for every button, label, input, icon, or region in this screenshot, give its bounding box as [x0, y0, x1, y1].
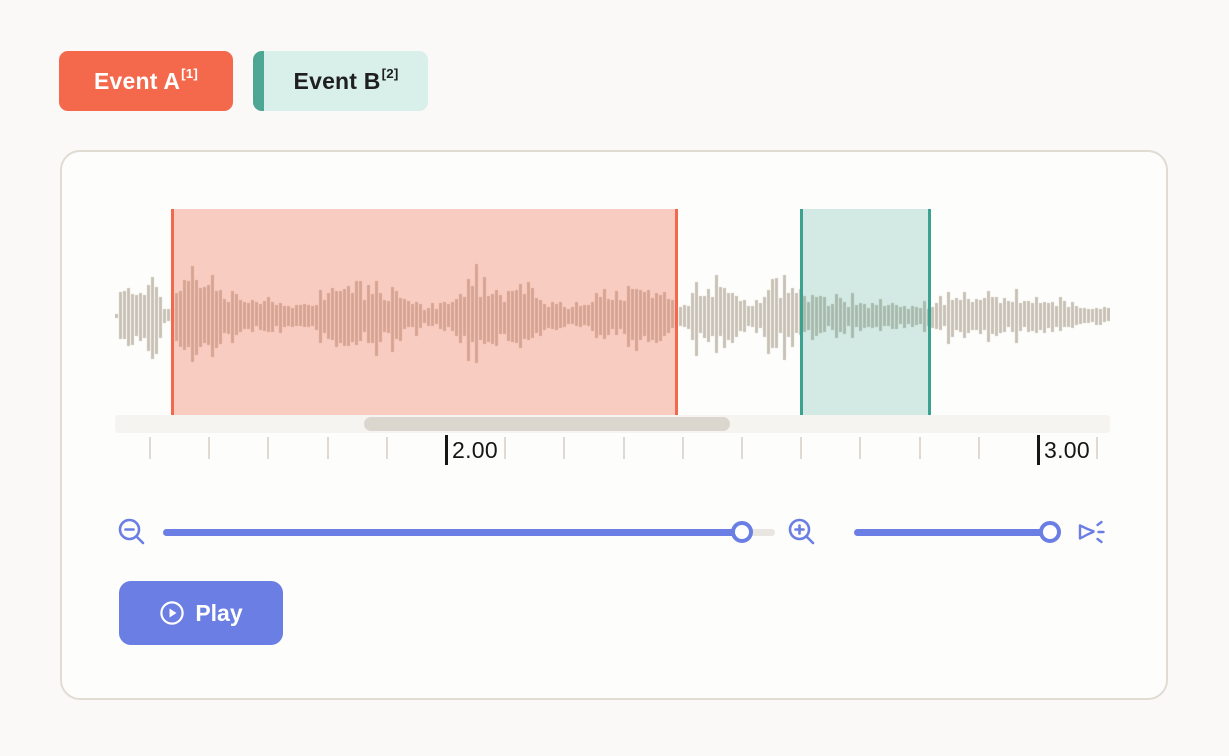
event-a-chip[interactable]: Event A[1]	[59, 51, 233, 111]
timeline-minor-tick	[978, 437, 980, 459]
timeline-minor-tick	[208, 437, 210, 459]
timeline-minor-tick	[563, 437, 565, 459]
zoom-slider-fill	[163, 529, 742, 536]
waveform-scrollbar-thumb[interactable]	[364, 417, 730, 431]
timeline-tick-label: 2.00	[452, 437, 498, 463]
volume-slider-handle[interactable]	[1039, 521, 1061, 543]
timeline-minor-tick	[149, 437, 151, 459]
waveform-canvas[interactable]	[115, 206, 1110, 426]
timeline-major-tick	[1037, 435, 1040, 465]
event-b-color-strip	[253, 51, 264, 111]
timeline-minor-tick	[267, 437, 269, 459]
event-b-region[interactable]	[800, 209, 931, 415]
timeline-minor-tick	[327, 437, 329, 459]
timeline-minor-tick	[1096, 437, 1098, 459]
timeline-ruler: 2.00 3.00	[115, 433, 1125, 477]
volume-speaker-icon[interactable]	[1074, 515, 1108, 549]
timeline-minor-tick	[919, 437, 921, 459]
play-button[interactable]: Play	[119, 581, 283, 645]
timeline-minor-tick	[623, 437, 625, 459]
event-a-hotkey: [1]	[181, 66, 199, 82]
event-a-chip-label: Event A[1]	[93, 66, 199, 94]
play-button-label: Play	[195, 599, 243, 626]
timeline-minor-tick	[800, 437, 802, 459]
event-b-chip-label: Event B[2]	[293, 66, 399, 94]
timeline-major-tick	[445, 435, 448, 465]
timeline-tick-label: 3.00	[1044, 437, 1090, 463]
event-a-region[interactable]	[171, 209, 678, 415]
timeline-minor-tick	[386, 437, 388, 459]
play-icon	[160, 601, 185, 625]
timeline-minor-tick	[741, 437, 743, 459]
timeline-minor-tick	[504, 437, 506, 459]
event-b-chip[interactable]: Event B[2]	[253, 51, 428, 111]
zoom-slider-handle[interactable]	[731, 521, 753, 543]
waveform-panel: 2.00 3.00	[60, 150, 1168, 700]
waveform-scrollbar-track[interactable]	[115, 415, 1110, 433]
event-b-hotkey: [2]	[381, 66, 399, 82]
timeline-minor-tick	[859, 437, 861, 459]
volume-slider-fill	[854, 529, 1050, 536]
timeline-minor-tick	[682, 437, 684, 459]
zoom-out-icon[interactable]	[116, 516, 148, 548]
zoom-in-icon[interactable]	[786, 516, 818, 548]
